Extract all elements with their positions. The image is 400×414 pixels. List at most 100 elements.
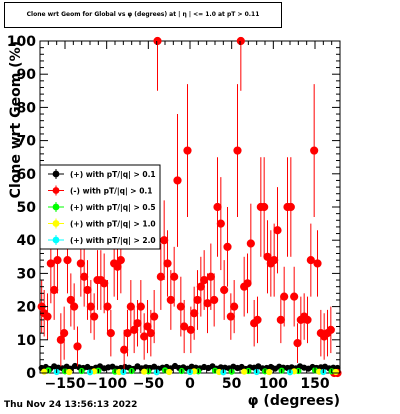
data-point	[140, 332, 149, 341]
data-point	[193, 295, 202, 305]
data-point	[86, 302, 95, 311]
legend-marker	[52, 203, 60, 211]
data-point	[243, 279, 252, 288]
data-point	[180, 322, 189, 331]
y-tick-label: 40	[17, 233, 37, 249]
data-point	[73, 342, 82, 351]
data-point	[146, 329, 155, 338]
x-axis-label: φ (degrees)	[248, 393, 340, 409]
legend-entry: (+) with pT/|q| > 1.0	[48, 218, 156, 230]
legend-label: (+) with pT/|q| > 0.1	[70, 170, 156, 180]
legend-label: (+) with pT/|q| > 0.5	[70, 203, 156, 213]
x-tick-label: 0	[185, 376, 195, 392]
data-point	[280, 292, 289, 301]
data-point	[106, 329, 115, 338]
data-point	[213, 202, 222, 212]
data-point	[273, 226, 282, 235]
data-point	[216, 219, 225, 228]
data-point	[236, 36, 245, 46]
y-tick-label: 20	[17, 300, 37, 316]
data-point	[266, 368, 273, 376]
y-tick-label: 90	[17, 67, 37, 83]
data-point	[220, 285, 229, 295]
legend-marker	[52, 220, 60, 227]
data-point	[241, 368, 248, 375]
data-point	[150, 312, 159, 321]
data-point	[116, 256, 125, 265]
y-tick-label: 50	[17, 200, 37, 216]
data-point	[313, 259, 322, 268]
data-point	[203, 299, 212, 308]
data-point	[186, 325, 195, 334]
y-tick-label: 0	[26, 366, 36, 382]
data-point	[130, 325, 139, 334]
data-point	[246, 239, 255, 248]
x-tick-label: 150	[300, 376, 329, 392]
data-point	[163, 259, 172, 268]
data-point	[53, 256, 62, 265]
data-point	[173, 176, 182, 185]
data-point	[263, 252, 272, 261]
data-point	[260, 202, 269, 212]
data-point	[226, 312, 235, 321]
data-point	[100, 279, 109, 288]
data-point	[126, 302, 135, 311]
legend-label: (+) with pT/|q| > 2.0	[70, 236, 156, 246]
y-tick-label: 80	[17, 100, 37, 116]
x-tick-label: 50	[222, 376, 242, 392]
legend-entry: (+) with pT/|q| > 0.5	[48, 202, 156, 213]
data-point	[60, 329, 69, 338]
legend-marker	[52, 187, 60, 194]
legend-entry: (-) with pT/|q| > 0.1	[48, 185, 152, 197]
data-point	[83, 285, 92, 295]
data-point	[103, 302, 112, 311]
data-point	[166, 295, 175, 305]
legend-entry: (+) with pT/|q| > 0.1	[48, 169, 156, 180]
data-point	[210, 295, 219, 305]
data-point	[190, 309, 199, 318]
data-point	[156, 272, 165, 281]
data-point	[332, 368, 339, 376]
y-tick-label: 100	[7, 34, 36, 50]
x-tick-label: 100	[259, 376, 288, 392]
data-point	[43, 312, 52, 321]
data-point	[230, 302, 239, 311]
y-tick-label: 70	[17, 134, 37, 150]
data-point	[290, 292, 299, 301]
data-point	[196, 282, 205, 291]
data-point	[143, 322, 152, 331]
data-point	[310, 146, 319, 155]
data-point	[170, 272, 179, 281]
y-tick-label: 60	[17, 167, 37, 183]
data-point	[293, 339, 302, 348]
legend-marker	[52, 236, 60, 244]
data-point	[270, 256, 279, 265]
data-point	[50, 285, 59, 295]
data-point	[76, 259, 85, 268]
data-point	[166, 368, 173, 376]
series-1	[37, 36, 342, 378]
legend-marker	[52, 170, 60, 178]
data-point	[326, 325, 335, 334]
data-point	[153, 36, 162, 46]
y-tick-label: 30	[17, 266, 37, 282]
chart-title: Clone wrt Geom for Global vs φ (degrees)…	[26, 11, 260, 18]
data-point	[183, 146, 192, 155]
chart-title-box: Clone wrt Geom for Global vs φ (degrees)…	[4, 2, 282, 28]
data-point	[306, 256, 315, 265]
data-point	[113, 262, 122, 271]
data-point	[136, 302, 145, 311]
data-point	[141, 368, 148, 375]
data-point	[160, 236, 169, 245]
data-point	[90, 312, 99, 321]
data-point	[200, 275, 209, 285]
data-point	[223, 242, 232, 251]
legend-entry: (+) with pT/|q| > 2.0	[48, 235, 156, 246]
x-tick-label: −50	[133, 376, 164, 392]
data-point	[56, 335, 65, 344]
data-point	[66, 368, 73, 376]
data-point	[120, 345, 129, 354]
data-point	[80, 272, 89, 281]
data-point	[233, 146, 242, 155]
